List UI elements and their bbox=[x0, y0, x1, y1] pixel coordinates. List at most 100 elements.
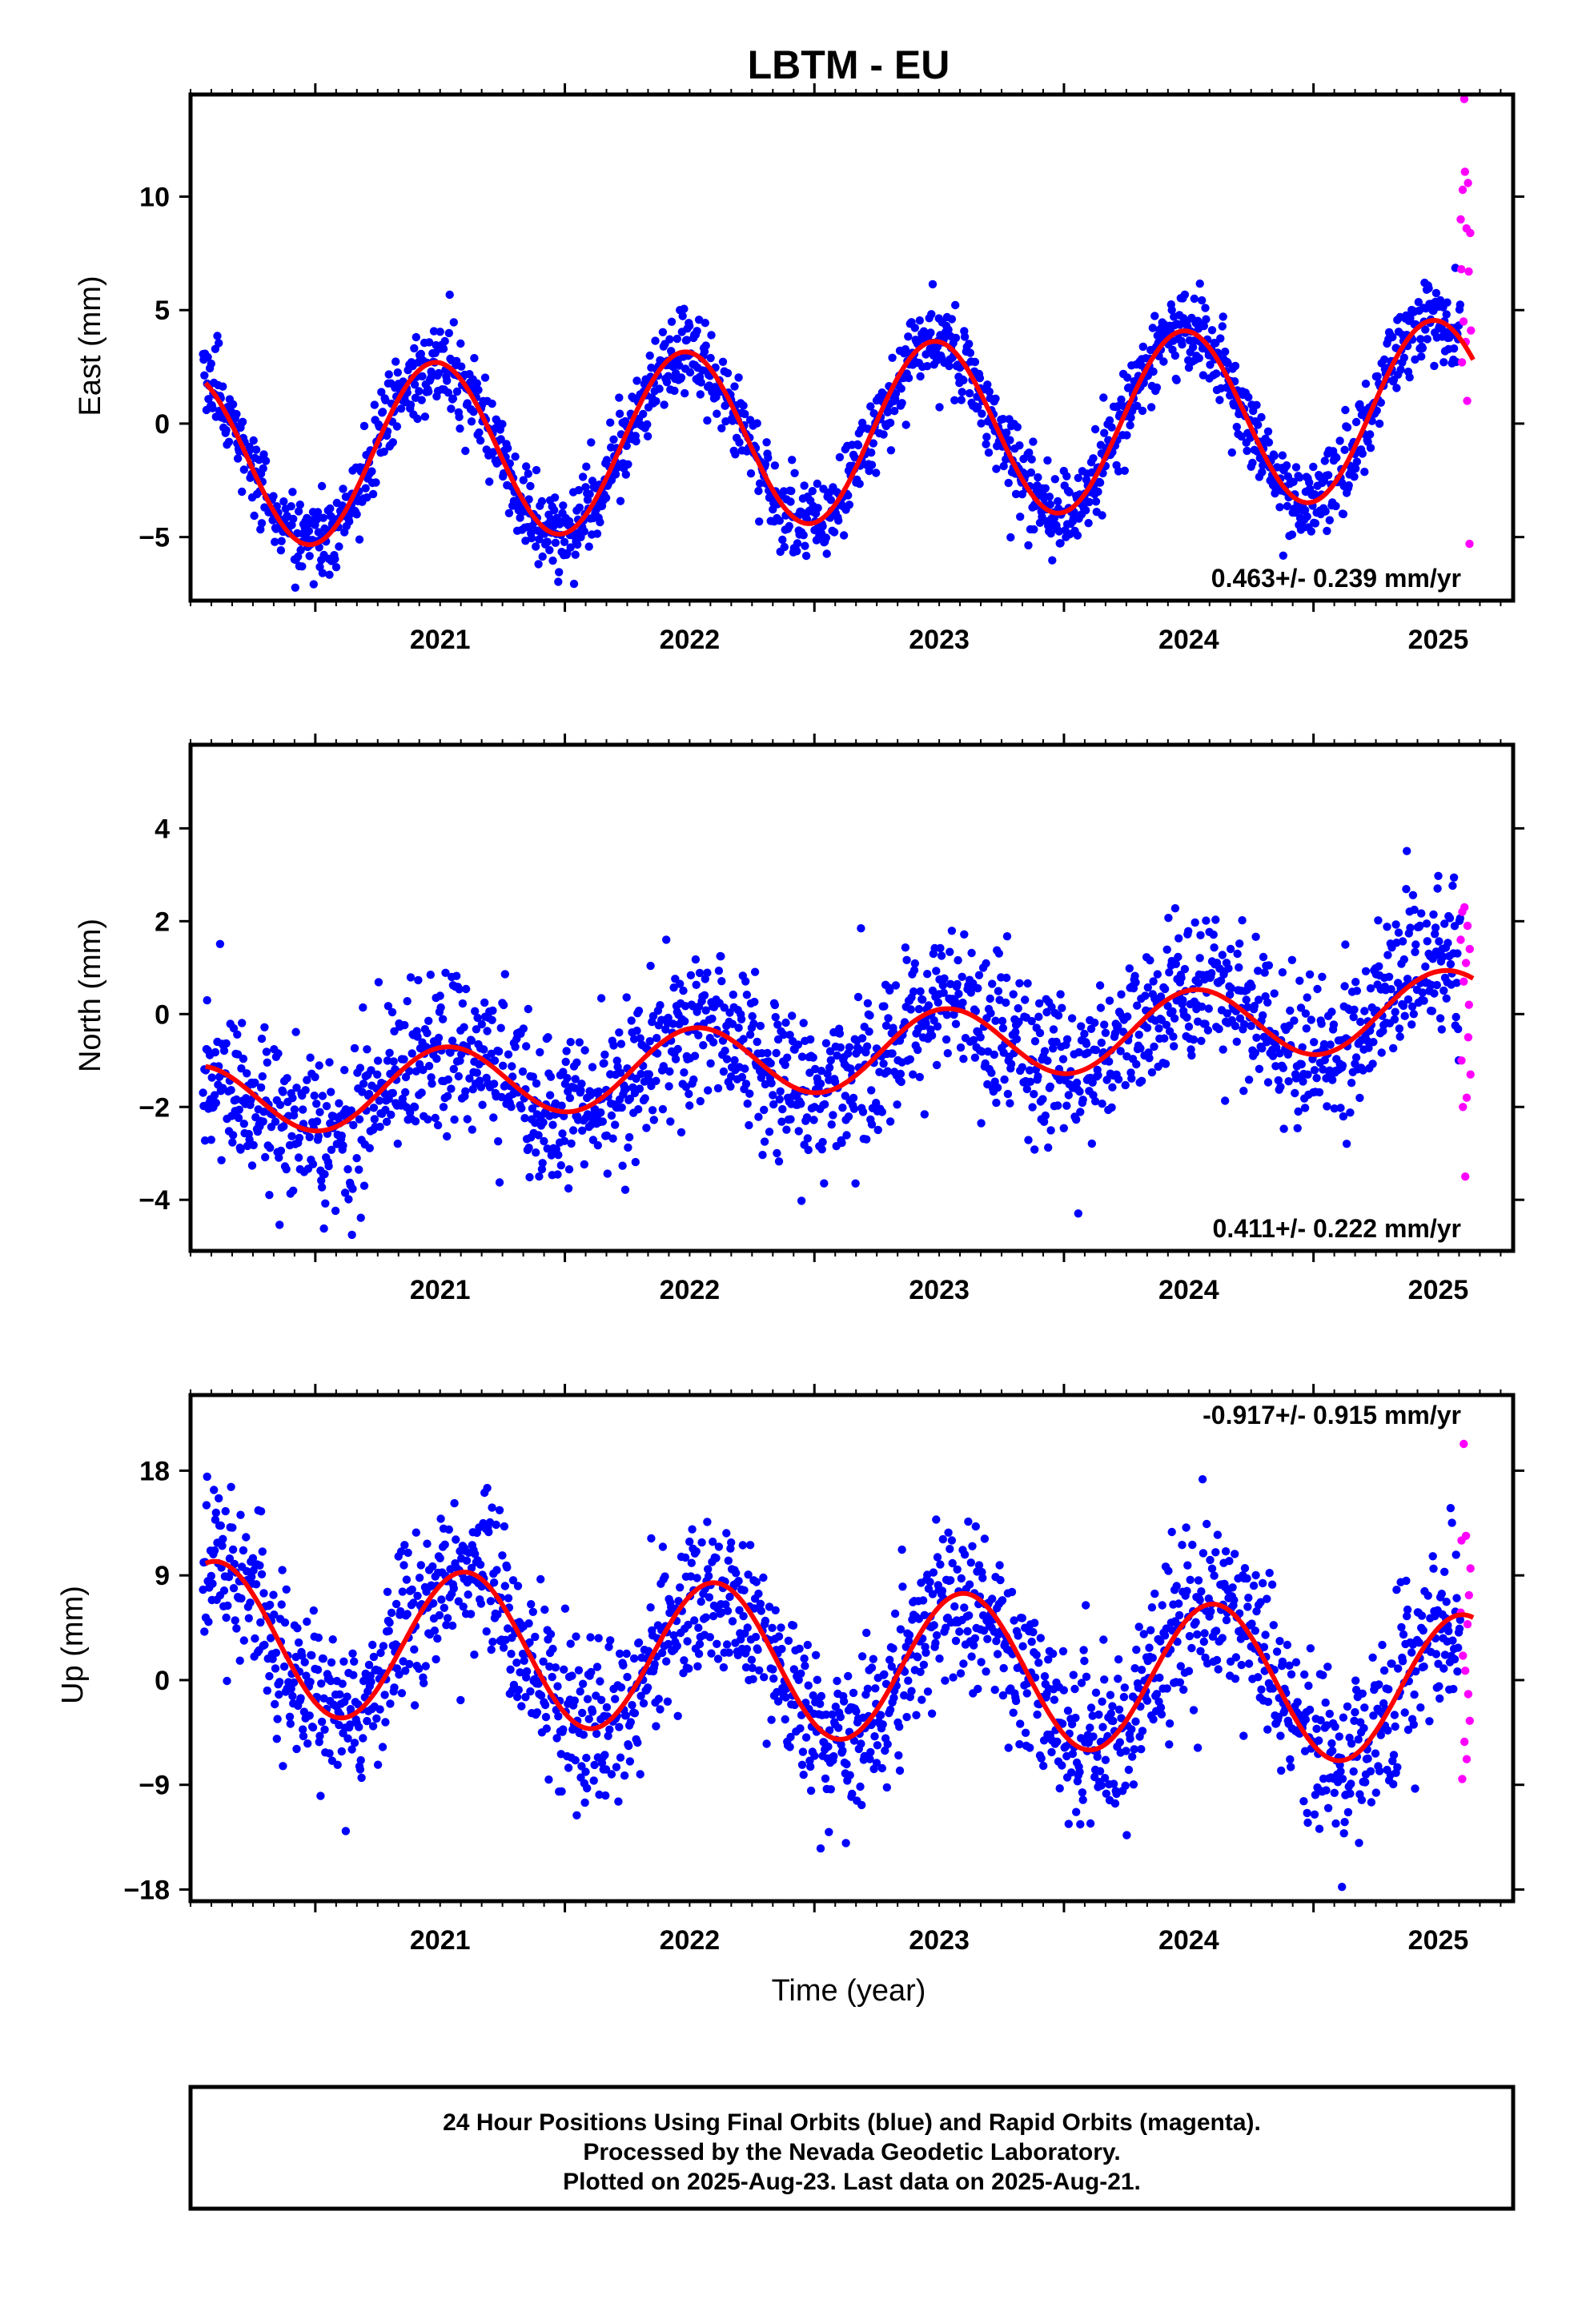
north-final-point bbox=[665, 1082, 673, 1091]
north-final-point bbox=[1235, 939, 1244, 948]
up-final-point bbox=[223, 1676, 231, 1686]
north-final-point bbox=[401, 1088, 410, 1097]
up-final-point bbox=[452, 1535, 460, 1544]
up-final-point bbox=[941, 1676, 950, 1685]
east-final-point bbox=[655, 384, 664, 393]
north-final-point bbox=[742, 991, 752, 999]
up-final-point bbox=[514, 1686, 523, 1695]
up-final-point bbox=[692, 1547, 701, 1556]
north-final-point bbox=[748, 1011, 757, 1021]
north-final-point bbox=[1293, 1124, 1302, 1133]
up-final-point bbox=[747, 1655, 757, 1664]
north-final-point bbox=[1218, 951, 1227, 959]
up-final-point bbox=[601, 1791, 610, 1800]
east-final-point bbox=[1062, 472, 1071, 480]
north-final-point bbox=[1254, 967, 1263, 975]
north-final-point bbox=[340, 1188, 350, 1197]
north-final-point bbox=[558, 1129, 567, 1138]
east-final-point bbox=[1114, 402, 1122, 411]
east-final-point bbox=[850, 453, 859, 462]
up-final-point bbox=[454, 1597, 463, 1606]
up-final-point bbox=[402, 1575, 412, 1584]
east-final-point bbox=[1215, 396, 1224, 404]
up-final-point bbox=[464, 1590, 472, 1599]
north-final-point bbox=[902, 955, 911, 965]
north-final-point bbox=[554, 1151, 563, 1160]
north-final-point bbox=[203, 995, 211, 1005]
north-final-point bbox=[858, 1108, 868, 1116]
north-final-point bbox=[1114, 1022, 1122, 1031]
north-final-point bbox=[1161, 1059, 1170, 1068]
east-final-point bbox=[578, 472, 588, 481]
north-rapid-point bbox=[1462, 1093, 1472, 1102]
north-final-point bbox=[228, 1138, 237, 1147]
north-final-point bbox=[1235, 1014, 1245, 1023]
north-final-point bbox=[1395, 1032, 1404, 1041]
north-final-point bbox=[669, 1019, 677, 1028]
north-final-point bbox=[652, 1076, 661, 1086]
north-final-point bbox=[314, 1132, 323, 1141]
east-final-point bbox=[498, 420, 507, 428]
up-final-point bbox=[559, 1725, 568, 1734]
east-final-point bbox=[1094, 487, 1102, 497]
north-final-point bbox=[236, 1145, 245, 1154]
north-final-point bbox=[967, 948, 976, 958]
north-final-point bbox=[1336, 1104, 1345, 1112]
east-final-point bbox=[295, 501, 304, 509]
north-final-point bbox=[1062, 1101, 1071, 1110]
north-final-point bbox=[634, 1105, 643, 1114]
north-final-point bbox=[785, 1031, 794, 1039]
north-final-point bbox=[916, 987, 925, 996]
east-final-point bbox=[839, 531, 849, 540]
up-final-point bbox=[687, 1558, 696, 1567]
north-final-point bbox=[476, 1076, 484, 1085]
up-final-point bbox=[974, 1561, 984, 1570]
up-final-point bbox=[951, 1636, 961, 1646]
north-final-point bbox=[793, 1040, 803, 1049]
north-final-point bbox=[1319, 1039, 1329, 1049]
east-final-point bbox=[801, 541, 809, 550]
east-final-point bbox=[1041, 484, 1050, 493]
north-final-point bbox=[699, 1041, 708, 1050]
north-final-point bbox=[644, 1070, 653, 1079]
north-final-point bbox=[319, 1224, 328, 1233]
east-final-point bbox=[560, 537, 569, 546]
north-final-point bbox=[1305, 970, 1315, 979]
north-final-point bbox=[1100, 1020, 1109, 1029]
north-final-point bbox=[365, 1144, 374, 1152]
east-final-point bbox=[424, 338, 434, 347]
north-final-point bbox=[1295, 976, 1304, 985]
east-final-point bbox=[434, 368, 444, 378]
east-frame bbox=[188, 92, 1516, 603]
north-final-point bbox=[1235, 963, 1243, 972]
up-final-point bbox=[279, 1762, 287, 1771]
up-final-point bbox=[889, 1693, 898, 1703]
north-final-point bbox=[1162, 1020, 1171, 1030]
east-final-point bbox=[1332, 453, 1341, 462]
east-final-point bbox=[1231, 361, 1240, 371]
north-final-point bbox=[862, 1135, 871, 1144]
north-final-point bbox=[359, 1003, 367, 1012]
east-final-point bbox=[1405, 373, 1414, 382]
up-final-point bbox=[848, 1789, 857, 1799]
north-final-point bbox=[1127, 1074, 1136, 1084]
up-final-point bbox=[551, 1663, 560, 1672]
up-final-point bbox=[693, 1662, 702, 1671]
east-final-point bbox=[585, 489, 594, 499]
north-final-point bbox=[517, 1104, 526, 1113]
up-final-point bbox=[740, 1586, 749, 1595]
east-final-point bbox=[1237, 432, 1246, 441]
north-final-point bbox=[1403, 995, 1413, 1004]
north-final-point bbox=[797, 1052, 807, 1061]
north-final-point bbox=[1361, 967, 1371, 976]
north-final-point bbox=[556, 1161, 565, 1170]
north-final-point bbox=[1030, 1090, 1038, 1099]
east-final-point bbox=[294, 507, 303, 516]
north-final-point bbox=[906, 1005, 915, 1014]
north-final-point bbox=[572, 1058, 581, 1068]
north-final-point bbox=[743, 1100, 752, 1108]
east-final-point bbox=[363, 493, 371, 502]
north-final-point bbox=[1026, 1077, 1035, 1087]
north-final-point bbox=[228, 1131, 238, 1140]
up-final-point bbox=[676, 1583, 685, 1592]
